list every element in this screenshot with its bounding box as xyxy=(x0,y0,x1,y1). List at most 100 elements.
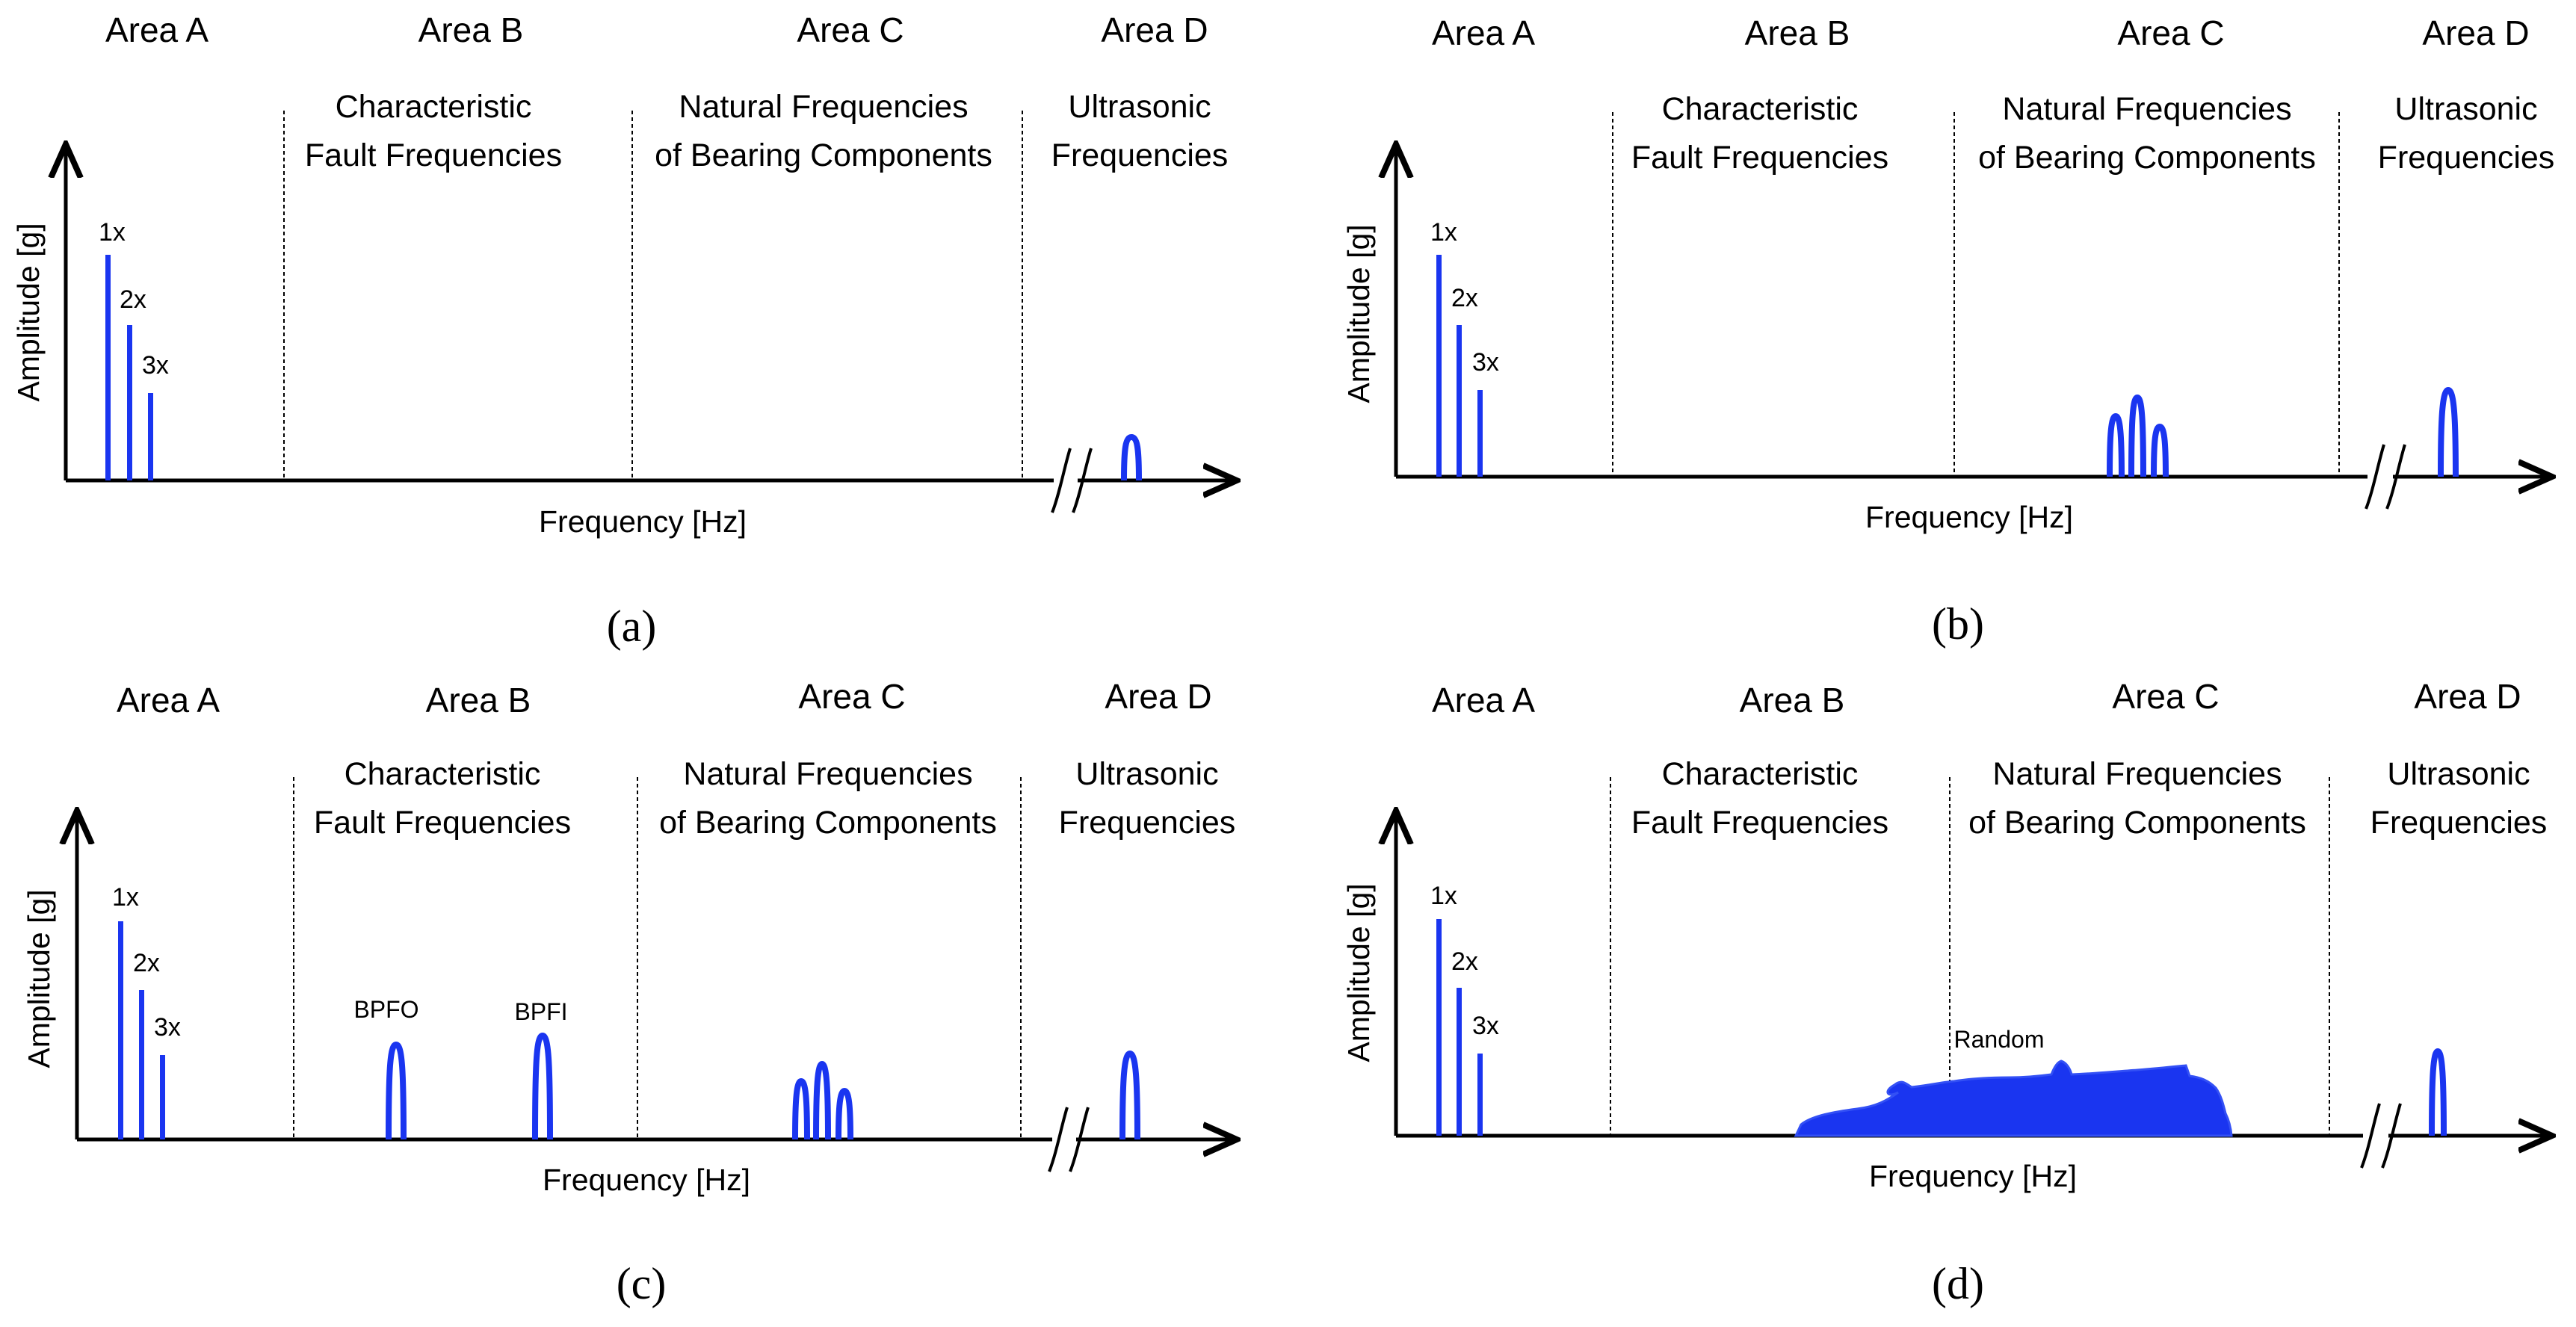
harmonic-label-1x: 1x xyxy=(1430,882,1457,910)
zone-b-line2: Fault Frequencies xyxy=(1631,140,1888,176)
zone-b-line2: Fault Frequencies xyxy=(305,137,562,173)
axis-break-mark-1 xyxy=(2360,1103,2381,1169)
panel-d: Area A Area B Area C Area D Characterist… xyxy=(1341,677,2552,1308)
ultrasonic-peak xyxy=(2438,386,2459,477)
area-d-title: Area D xyxy=(1101,10,1208,49)
zone-d-line1: Ultrasonic xyxy=(2394,91,2537,127)
zone-b-line1: Characteristic xyxy=(1662,91,1859,127)
axis-break-mark-2 xyxy=(2381,1103,2402,1169)
area-c-title: Area C xyxy=(798,677,905,716)
harmonic-bar-2x xyxy=(1457,325,1462,477)
harmonic-bar-2x xyxy=(1457,988,1462,1136)
harmonic-label-2x: 2x xyxy=(120,285,146,314)
harmonic-bar-2x xyxy=(127,325,132,480)
bpfo-label: BPFO xyxy=(353,996,418,1023)
bpfi-label: BPFI xyxy=(514,998,567,1025)
zone-b-line1: Characteristic xyxy=(345,756,541,792)
y-axis-label: Amplitude [g] xyxy=(22,889,56,1068)
panel-caption: (d) xyxy=(1932,1259,1984,1308)
zone-c-line1: Natural Frequencies xyxy=(2002,91,2291,127)
harmonic-bar-3x xyxy=(1477,390,1483,477)
zone-d-line2: Frequencies xyxy=(2370,805,2548,841)
zone-b-line2: Fault Frequencies xyxy=(1631,805,1888,841)
zone-b-line1: Characteristic xyxy=(1662,756,1859,792)
ultrasonic-peak xyxy=(1119,1050,1140,1140)
axis-break-mark-2 xyxy=(2385,444,2406,510)
zone-d-line1: Ultrasonic xyxy=(2387,756,2530,792)
random-label: Random xyxy=(1954,1026,2045,1053)
x-axis-label: Frequency [Hz] xyxy=(1869,1159,2077,1193)
harmonic-bar-3x xyxy=(1477,1054,1483,1136)
area-c-title: Area C xyxy=(2117,13,2224,52)
panel-a: Area A Area B Area C Area D Characterist… xyxy=(11,10,1237,651)
harmonic-label-3x: 3x xyxy=(154,1013,181,1042)
area-a-title: Area A xyxy=(105,10,209,49)
area-a-title: Area A xyxy=(117,681,220,720)
natural-freq-peak-2 xyxy=(2128,394,2146,477)
random-broadband-noise xyxy=(1794,1060,2233,1137)
area-c-title: Area C xyxy=(797,10,904,49)
area-d-title: Area D xyxy=(2422,13,2529,52)
x-axis-label: Frequency [Hz] xyxy=(539,504,747,539)
area-d-title: Area D xyxy=(1105,677,1211,716)
panel-b: Area A Area B Area C Area D Characterist… xyxy=(1341,13,2554,649)
harmonic-label-3x: 3x xyxy=(1472,1012,1499,1040)
axis-break-mark-1 xyxy=(1048,1107,1069,1172)
y-axis-label: Amplitude [g] xyxy=(1341,224,1376,403)
area-b-title: Area B xyxy=(426,681,531,720)
natural-freq-peak-1 xyxy=(792,1077,810,1140)
area-d-title: Area D xyxy=(2414,677,2521,716)
area-a-title: Area A xyxy=(1432,13,1535,52)
harmonic-bar-1x xyxy=(1436,255,1442,477)
harmonic-bar-1x xyxy=(105,255,111,480)
zone-c-line2: of Bearing Components xyxy=(1968,805,2306,841)
harmonic-label-1x: 1x xyxy=(1430,218,1457,247)
x-axis-label: Frequency [Hz] xyxy=(543,1163,750,1197)
zone-b-line2: Fault Frequencies xyxy=(314,805,571,841)
zone-c-line1: Natural Frequencies xyxy=(683,756,972,792)
area-b-title: Area B xyxy=(1745,13,1850,52)
harmonic-label-2x: 2x xyxy=(1451,947,1478,976)
harmonic-bar-2x xyxy=(139,990,144,1139)
panel-caption: (b) xyxy=(1932,599,1984,649)
harmonic-label-2x: 2x xyxy=(1451,284,1478,312)
y-axis-label: Amplitude [g] xyxy=(11,223,46,401)
panel-caption: (a) xyxy=(607,601,657,651)
zone-b-line1: Characteristic xyxy=(336,89,532,125)
bpfi-peak xyxy=(532,1032,553,1140)
axis-break-mark-1 xyxy=(2365,444,2385,510)
area-b-title: Area B xyxy=(1740,681,1845,720)
natural-freq-peak-3 xyxy=(835,1087,853,1140)
harmonic-bar-3x xyxy=(148,393,153,480)
x-axis-label: Frequency [Hz] xyxy=(1865,500,2073,534)
natural-freq-peak-2 xyxy=(813,1060,831,1140)
harmonic-bar-1x xyxy=(118,921,123,1139)
natural-freq-peak-1 xyxy=(2107,412,2125,477)
natural-freq-peak-3 xyxy=(2151,423,2169,477)
zone-c-line1: Natural Frequencies xyxy=(679,89,968,125)
zone-d-line1: Ultrasonic xyxy=(1068,89,1211,125)
zone-d-line2: Frequencies xyxy=(1051,137,1229,173)
zone-c-line1: Natural Frequencies xyxy=(1992,756,2282,792)
harmonic-label-3x: 3x xyxy=(142,351,169,380)
zone-d-line2: Frequencies xyxy=(1059,805,1236,841)
ultrasonic-peak xyxy=(2429,1048,2447,1136)
harmonic-bar-3x xyxy=(160,1055,165,1139)
area-c-title: Area C xyxy=(2112,677,2219,716)
harmonic-bar-1x xyxy=(1436,919,1442,1136)
axis-break-mark-1 xyxy=(1051,448,1072,513)
bpfo-peak xyxy=(386,1041,407,1140)
harmonic-label-2x: 2x xyxy=(133,949,160,977)
zone-c-line2: of Bearing Components xyxy=(1978,140,2316,176)
area-a-title: Area A xyxy=(1432,681,1535,720)
zone-d-line1: Ultrasonic xyxy=(1075,756,1218,792)
ultrasonic-peak xyxy=(1121,433,1142,481)
y-axis-label: Amplitude [g] xyxy=(1341,883,1376,1062)
zone-c-line2: of Bearing Components xyxy=(655,137,992,173)
panel-caption: (c) xyxy=(617,1259,667,1308)
zone-d-line2: Frequencies xyxy=(2378,140,2555,176)
axis-break-mark-2 xyxy=(1072,448,1093,513)
panel-c: Area A Area B Area C Area D Characterist… xyxy=(22,677,1237,1308)
harmonic-label-3x: 3x xyxy=(1472,348,1499,377)
